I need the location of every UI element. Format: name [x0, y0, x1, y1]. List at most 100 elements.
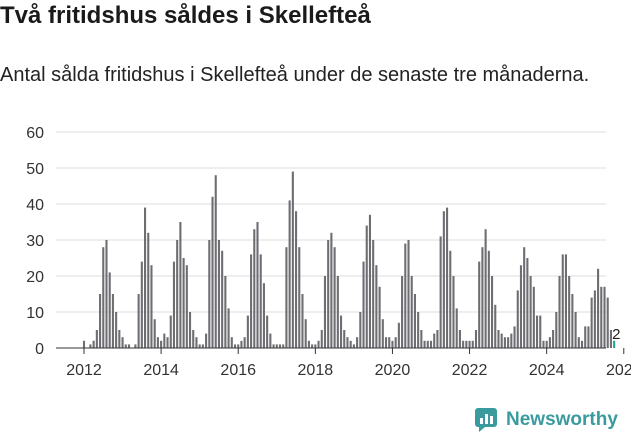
x-tick-label: 2020: [375, 362, 411, 379]
bar: [160, 340, 163, 348]
bar: [121, 337, 124, 348]
bar: [481, 247, 484, 348]
bar: [201, 344, 204, 348]
bar: [497, 330, 500, 348]
bar: [166, 337, 169, 348]
bar: [375, 265, 378, 348]
bar: [333, 247, 336, 348]
bar: [307, 340, 310, 348]
y-tick-label: 40: [26, 197, 44, 214]
bar: [487, 250, 490, 348]
bar: [555, 312, 558, 348]
bar: [124, 344, 127, 348]
bar: [593, 290, 596, 348]
bar: [372, 240, 375, 348]
bar: [494, 304, 497, 348]
bar: [590, 297, 593, 348]
bar: [388, 337, 391, 348]
bar: [343, 330, 346, 348]
bar: [584, 326, 587, 348]
bar: [529, 276, 532, 348]
bar: [243, 337, 246, 348]
bar: [198, 344, 201, 348]
bar: [240, 340, 243, 348]
bar: [108, 272, 111, 348]
bar: [99, 294, 102, 348]
bar: [513, 326, 516, 348]
bar: [282, 344, 285, 348]
bar: [208, 240, 211, 348]
bar: [92, 340, 95, 348]
x-tick-label: 2022: [452, 362, 488, 379]
chart-title: Två fritidshus såldes i Skellefteå: [0, 2, 371, 29]
bar: [272, 344, 275, 348]
bar: [491, 276, 494, 348]
bar: [523, 247, 526, 348]
bar: [426, 340, 429, 348]
bar: [246, 315, 249, 348]
y-tick-label: 30: [26, 233, 44, 250]
bar: [147, 232, 150, 348]
bar: [217, 240, 220, 348]
bar: [137, 294, 140, 348]
bar: [227, 308, 230, 348]
bar: [349, 340, 352, 348]
bar: [606, 297, 609, 348]
bar: [320, 330, 323, 348]
bar: [600, 286, 603, 348]
bar: [381, 319, 384, 348]
bar: [134, 344, 137, 348]
bar: [188, 312, 192, 348]
bar: [474, 330, 478, 348]
bar: [317, 340, 320, 348]
bar: [111, 294, 114, 348]
bar: [311, 344, 314, 348]
bar: [564, 254, 567, 348]
bar: [609, 330, 612, 348]
brand-name: Newsworthy: [506, 409, 618, 430]
bar: [462, 340, 465, 348]
bar: [327, 240, 330, 348]
bar: [224, 276, 227, 348]
bar: [452, 276, 455, 348]
bar: [548, 337, 551, 348]
bar: [503, 337, 506, 348]
bar: [407, 240, 410, 348]
bar: [314, 344, 317, 348]
bar: [330, 232, 333, 348]
bars: [82, 171, 616, 348]
bar: [356, 337, 359, 348]
bar: [378, 286, 381, 348]
bar: [179, 222, 182, 348]
bar: [230, 337, 233, 348]
bar: [420, 330, 423, 348]
bar: [115, 312, 118, 348]
bar: [362, 261, 365, 348]
bar: [256, 222, 259, 348]
chart-subtitle: Antal sålda fritidshus i Skellefteå unde…: [0, 64, 590, 86]
bar: [285, 247, 288, 348]
bar: [233, 344, 237, 348]
bar: [195, 337, 198, 348]
bar: [558, 276, 561, 348]
bar: [368, 214, 372, 348]
bar: [478, 261, 481, 348]
bar: [262, 283, 265, 348]
bar: [192, 330, 195, 348]
bar: [163, 333, 166, 348]
y-tick-label: 0: [35, 341, 44, 358]
bar: [275, 344, 278, 348]
bar: [510, 333, 513, 348]
bar: [295, 211, 298, 348]
bar: [526, 258, 529, 348]
bar: [597, 268, 600, 348]
bar: [401, 276, 404, 348]
bar-latest: [613, 340, 616, 348]
bar: [169, 315, 172, 348]
bar: [118, 330, 121, 348]
bar: [433, 333, 436, 348]
x-tick-label: 2016: [220, 362, 256, 379]
bar: [89, 344, 92, 348]
bar: [449, 250, 452, 348]
